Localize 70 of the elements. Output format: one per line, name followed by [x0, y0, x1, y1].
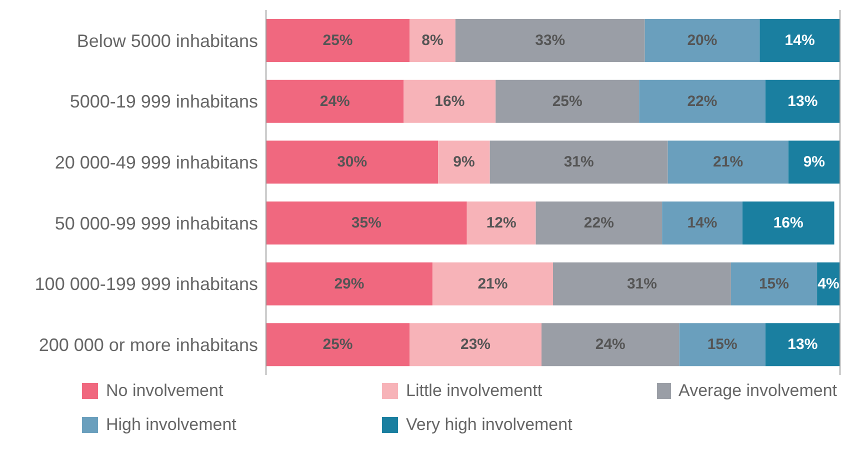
bar	[438, 140, 490, 184]
bar	[730, 262, 818, 306]
bar	[760, 19, 840, 62]
data-label: 33%	[535, 32, 566, 49]
data-label: 22%	[687, 92, 718, 110]
bar	[490, 140, 668, 184]
data-label: 9%	[803, 154, 826, 171]
bar	[765, 323, 840, 366]
bar	[679, 323, 766, 366]
bar	[455, 19, 645, 62]
data-label: 25%	[322, 336, 353, 354]
bar	[266, 202, 467, 244]
data-label: 24%	[320, 92, 350, 110]
data-label: 25%	[552, 92, 582, 110]
bar	[668, 140, 788, 184]
bar	[410, 323, 542, 366]
bar	[542, 323, 680, 366]
legend-label: No involvement	[106, 381, 224, 401]
legend-label: High involvement	[106, 415, 236, 435]
data-label: 16%	[434, 92, 465, 110]
bar	[639, 80, 766, 123]
bar	[788, 140, 840, 184]
legend-label: Little involvementt	[406, 381, 542, 401]
bar	[742, 202, 834, 244]
data-label: 4%	[818, 275, 840, 292]
bar	[266, 140, 438, 184]
data-label: 31%	[626, 275, 657, 292]
data-label: 16%	[773, 214, 804, 232]
data-label: 14%	[784, 32, 815, 49]
data-label: 13%	[788, 336, 818, 354]
y-tick-label: Below 5000 inhabitans	[76, 30, 258, 51]
data-label: 30%	[337, 154, 368, 171]
bar	[466, 202, 536, 244]
bar	[662, 202, 742, 244]
data-label: 35%	[351, 214, 382, 232]
data-label: 13%	[788, 92, 818, 110]
data-label: 12%	[486, 214, 516, 232]
data-label: 31%	[564, 154, 594, 171]
data-label: 21%	[478, 275, 508, 292]
data-label: 15%	[758, 275, 790, 292]
bar	[266, 80, 404, 123]
bar	[644, 19, 760, 62]
bar	[765, 80, 840, 123]
legend-label: Average involvement	[678, 381, 837, 401]
data-label: 14%	[687, 214, 718, 232]
y-tick-label: 100 000-199 999 inhabitans	[34, 274, 258, 294]
data-label: 24%	[595, 336, 626, 354]
bar	[266, 262, 432, 306]
data-label: 25%	[322, 32, 353, 49]
bar	[410, 19, 456, 62]
data-label: 22%	[584, 214, 614, 232]
data-label: 9%	[453, 154, 475, 171]
y-tick-label: 5000-19 999 inhabitans	[70, 92, 258, 112]
data-label: 8%	[422, 32, 444, 49]
legend-label: Very high involvement	[406, 415, 572, 435]
data-label: 15%	[707, 336, 738, 354]
data-label: 20%	[687, 32, 718, 49]
bar	[404, 80, 496, 123]
bar	[432, 262, 553, 306]
data-label: 29%	[334, 275, 364, 292]
y-tick-label: 20 000-49 999 inhabitans	[54, 152, 258, 172]
bar	[496, 80, 640, 123]
data-label: 21%	[713, 154, 744, 171]
bar	[266, 323, 410, 366]
y-tick-label: 50 000-99 999 inhabitans	[54, 213, 258, 234]
bar	[266, 19, 410, 62]
data-label: 23%	[460, 336, 491, 354]
bar	[536, 202, 662, 244]
y-tick-label: 200 000 or more inhabitans	[38, 334, 258, 355]
bar	[553, 262, 731, 306]
